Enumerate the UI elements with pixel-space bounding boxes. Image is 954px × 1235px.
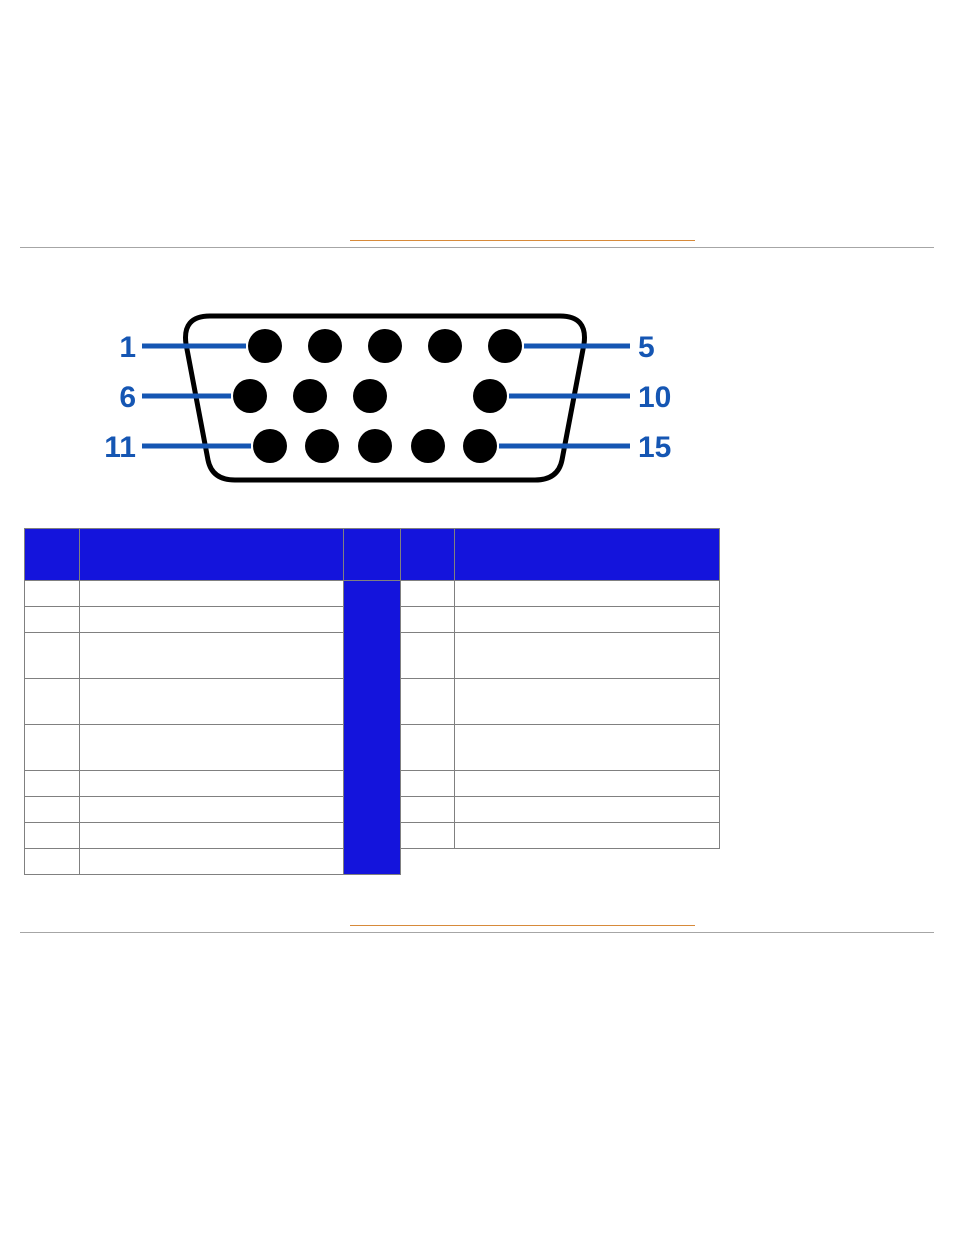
left-pin-cell [25,607,80,633]
table-header-row [25,529,720,581]
left-signal-cell [79,725,344,771]
right-signal-cell [455,581,720,607]
right-pin-cell [400,607,455,633]
connector-pin [305,429,339,463]
left-pin-cell [25,679,80,725]
left-signal-cell [79,849,344,875]
connector-pin [353,379,387,413]
th-pin-right [400,529,455,581]
left-pin-cell [25,725,80,771]
right-pin-cell [400,771,455,797]
left-signal-cell [79,679,344,725]
pin-assignment-table [24,528,720,875]
connector-pin [368,329,402,363]
right-signal-cell [455,725,720,771]
connector-pin-label: 15 [638,431,671,464]
right-signal-cell [455,823,720,849]
connector-pin [233,379,267,413]
connector-diagram: 1 6 11 5 10 15 [90,308,680,488]
section-heading-1 [20,240,934,248]
left-signal-cell [79,633,344,679]
right-signal-cell [455,633,720,679]
section-heading-2 [20,925,934,933]
right-pin-cell [400,679,455,725]
th-spacer [344,529,401,581]
connector-pin [411,429,445,463]
left-signal-cell [79,771,344,797]
connector-pin [253,429,287,463]
connector-pins [233,329,522,463]
connector-pin [473,379,507,413]
right-signal-cell [455,607,720,633]
right-pin-cell [400,581,455,607]
connector-pin-label: 6 [119,381,136,414]
th-signal-right [455,529,720,581]
connector-pin-label: 1 [119,331,136,364]
right-pin-cell [400,797,455,823]
connector-svg: 1 6 11 5 10 15 [90,308,680,488]
connector-pin [428,329,462,363]
right-pin-cell [400,633,455,679]
th-signal-left [79,529,344,581]
orange-underline-1 [350,240,695,241]
connector-pin [463,429,497,463]
grey-hr-2 [20,932,934,933]
left-pin-cell [25,581,80,607]
table-row [25,581,720,607]
right-signal-cell [455,849,720,875]
th-pin-left [25,529,80,581]
connector-pin [293,379,327,413]
right-signal-cell [455,797,720,823]
right-pin-cell [400,823,455,849]
left-signal-cell [79,797,344,823]
left-pin-cell [25,797,80,823]
right-signal-cell [455,771,720,797]
left-pin-cell [25,771,80,797]
connector-pin [248,329,282,363]
connector-pin-label: 10 [638,381,671,414]
left-signal-cell [79,823,344,849]
left-pin-cell [25,823,80,849]
right-signal-cell [455,679,720,725]
left-signal-cell [79,607,344,633]
connector-pin-label: 5 [638,331,655,364]
right-pin-cell [400,849,455,875]
connector-pin [488,329,522,363]
connector-pin [358,429,392,463]
connector-pin [308,329,342,363]
right-pin-cell [400,725,455,771]
left-pin-cell [25,633,80,679]
pin-table-body [25,581,720,875]
left-signal-cell [79,581,344,607]
table-spacer [344,581,401,875]
grey-hr-1 [20,247,934,248]
orange-underline-2 [350,925,695,926]
connector-pin-label: 11 [104,431,136,464]
left-pin-cell [25,849,80,875]
